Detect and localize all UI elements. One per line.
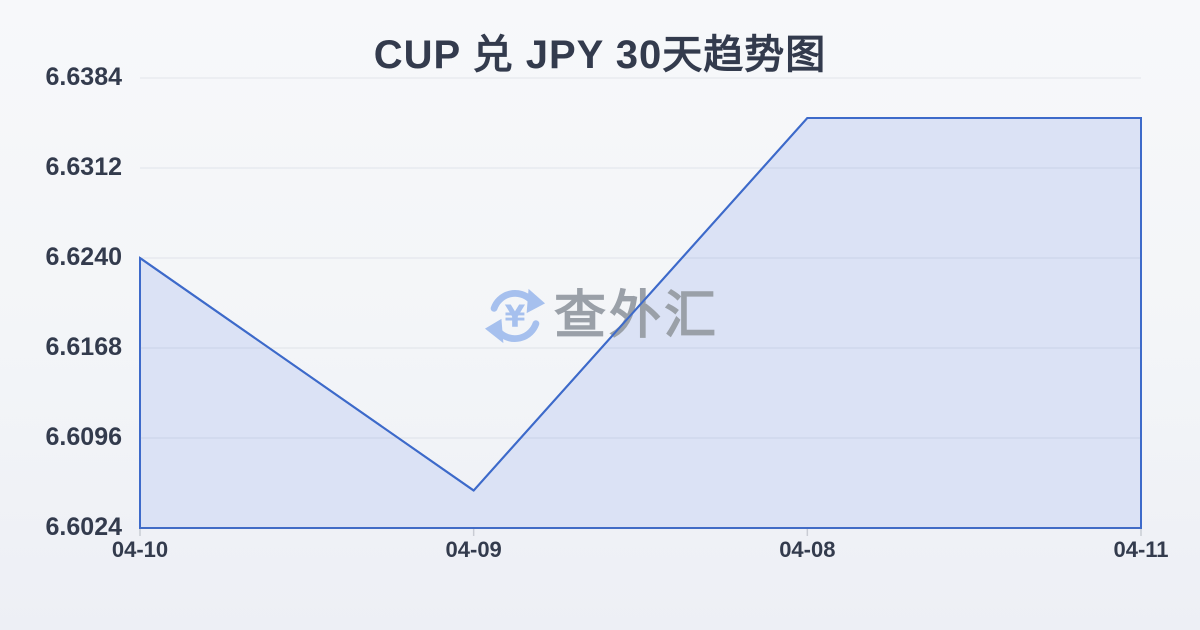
- x-axis-tick-label: 04-10: [111, 537, 169, 562]
- watermark: ¥ 查外汇: [484, 284, 719, 348]
- y-axis-tick-label: 6.6096: [45, 423, 122, 451]
- y-axis-tick-label: 6.6240: [45, 243, 122, 271]
- y-axis-tick-label: 6.6168: [45, 333, 122, 361]
- x-axis-tick-label: 04-11: [1113, 537, 1169, 562]
- y-axis-tick-label: 6.6384: [45, 63, 122, 91]
- y-axis-tick-label: 6.6312: [45, 153, 122, 181]
- y-axis-tick-label: 6.6024: [45, 513, 122, 541]
- svg-text:¥: ¥: [505, 300, 526, 335]
- chart-title: CUP 兑 JPY 30天趋势图: [373, 33, 827, 77]
- watermark-text: 查外汇: [554, 287, 720, 345]
- currency-exchange-icon: ¥: [484, 288, 546, 344]
- x-axis-tick-label: 04-08: [779, 537, 836, 562]
- x-axis-tick-label: 04-09: [445, 537, 502, 562]
